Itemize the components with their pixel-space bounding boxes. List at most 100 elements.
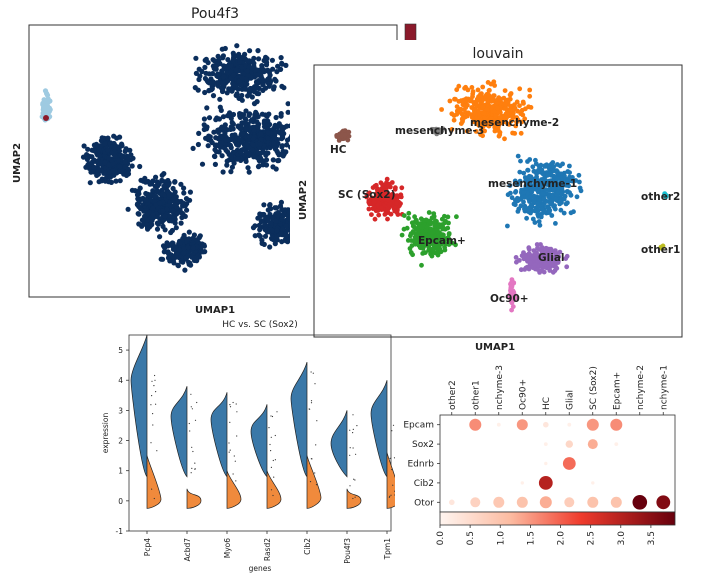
violin-xtick-label: Pcp4 (143, 538, 152, 556)
umap-cell (238, 82, 244, 88)
louvain-cell (512, 105, 518, 111)
louvain-cell (524, 185, 529, 191)
umap-cell (142, 215, 148, 221)
louvain-cell (559, 191, 565, 197)
violin-ytick-label: -1 (116, 527, 124, 536)
umap-cell (219, 124, 225, 131)
violin-point (152, 413, 154, 415)
louvain-cell (436, 231, 442, 236)
louvain-cell (557, 201, 563, 207)
umap-cell (213, 64, 219, 70)
louvain-cell (537, 168, 543, 174)
louvain-cell (550, 259, 556, 265)
louvain-cell (517, 103, 522, 109)
umap-cell (127, 147, 133, 153)
louvain-cell (558, 171, 564, 177)
dotplot-row-labels: Epcam Sox2 Ednrb Cib2 Otor (403, 421, 440, 508)
umap-cell (167, 258, 173, 264)
violin-point (310, 402, 313, 404)
umap-cell (42, 107, 48, 113)
louvain-cell (518, 267, 524, 273)
violin-point (352, 447, 354, 449)
umap-cell (247, 85, 253, 92)
umap-cell (253, 109, 259, 115)
louvain-cell (542, 163, 548, 168)
umap-cell (173, 225, 179, 231)
louvain-cell (429, 215, 435, 221)
umap-cell (150, 205, 156, 211)
umap-cell (164, 206, 170, 212)
louvain-cell (484, 107, 490, 112)
umap-cell (150, 212, 156, 218)
umap-cell (225, 78, 231, 84)
violin-point (270, 489, 273, 491)
umap-cell (178, 258, 184, 264)
violin-point (236, 411, 238, 413)
louvain-cell (476, 94, 481, 100)
umap-cell (275, 150, 281, 156)
umap-cell (205, 143, 211, 149)
umap-cell (102, 159, 108, 166)
umap-cell (46, 105, 53, 111)
umap-cell (105, 135, 111, 141)
louvain-cell (385, 197, 391, 203)
louvain-cell (382, 190, 388, 196)
louvain-cell (406, 215, 411, 221)
louvain-cell (384, 176, 390, 182)
umap-cell (209, 86, 215, 92)
violin-point (155, 391, 157, 393)
umap-cell (247, 48, 253, 54)
violin-point (352, 428, 354, 430)
umap-cell (228, 169, 234, 175)
umap-cell (285, 109, 291, 115)
louvain-cell (513, 189, 518, 195)
violin-point (353, 478, 355, 480)
umap-cell (267, 202, 273, 208)
umap-cell (254, 85, 260, 91)
louvain-cell (495, 124, 501, 130)
umap-cell (265, 130, 271, 136)
louvain-cell (426, 210, 432, 215)
umap-cell (278, 111, 284, 117)
louvain-cell (480, 133, 485, 139)
umap-cell (255, 149, 261, 156)
violin-point (273, 476, 275, 478)
umap-cell (187, 189, 193, 195)
louvain-cell (658, 244, 664, 250)
louvain-cell (532, 208, 538, 214)
louvain-cell (555, 189, 561, 195)
louvain-label-0: mesenchyme-2 (470, 117, 559, 129)
violin-point (271, 415, 274, 418)
louvain-cell (443, 236, 448, 242)
louvain-cell (525, 167, 531, 173)
louvain-cell (555, 176, 561, 182)
louvain-cell (484, 121, 490, 126)
louvain-cell (426, 218, 432, 224)
louvain-label-1: mesenchyme-3 (395, 125, 484, 137)
louvain-cell (527, 260, 533, 266)
dotplot-col-label: SC (Sox2) (589, 366, 599, 410)
umap-cell (217, 96, 223, 102)
umap-cell (262, 226, 268, 233)
violin-point (268, 427, 270, 429)
umap-cell (166, 192, 173, 198)
louvain-cell (454, 214, 459, 220)
louvain-cell (531, 248, 537, 254)
umap-cell (175, 198, 181, 204)
dotplot-dot (538, 476, 553, 490)
dotplot-dot (656, 495, 671, 510)
umap-cell (203, 56, 209, 62)
louvain-cell (399, 185, 405, 191)
umap-cell (265, 135, 271, 141)
umap-cell (285, 101, 291, 107)
umap-cell (84, 156, 90, 162)
louvain-cell (553, 221, 558, 226)
louvain-cell (514, 259, 519, 265)
umap-cell (215, 127, 221, 133)
louvain-cell (538, 162, 544, 168)
violin-point (270, 436, 272, 438)
umap-cell (209, 140, 215, 146)
louvain-cell (394, 201, 399, 206)
louvain-cell (542, 255, 548, 260)
louvain-cell (567, 163, 572, 169)
